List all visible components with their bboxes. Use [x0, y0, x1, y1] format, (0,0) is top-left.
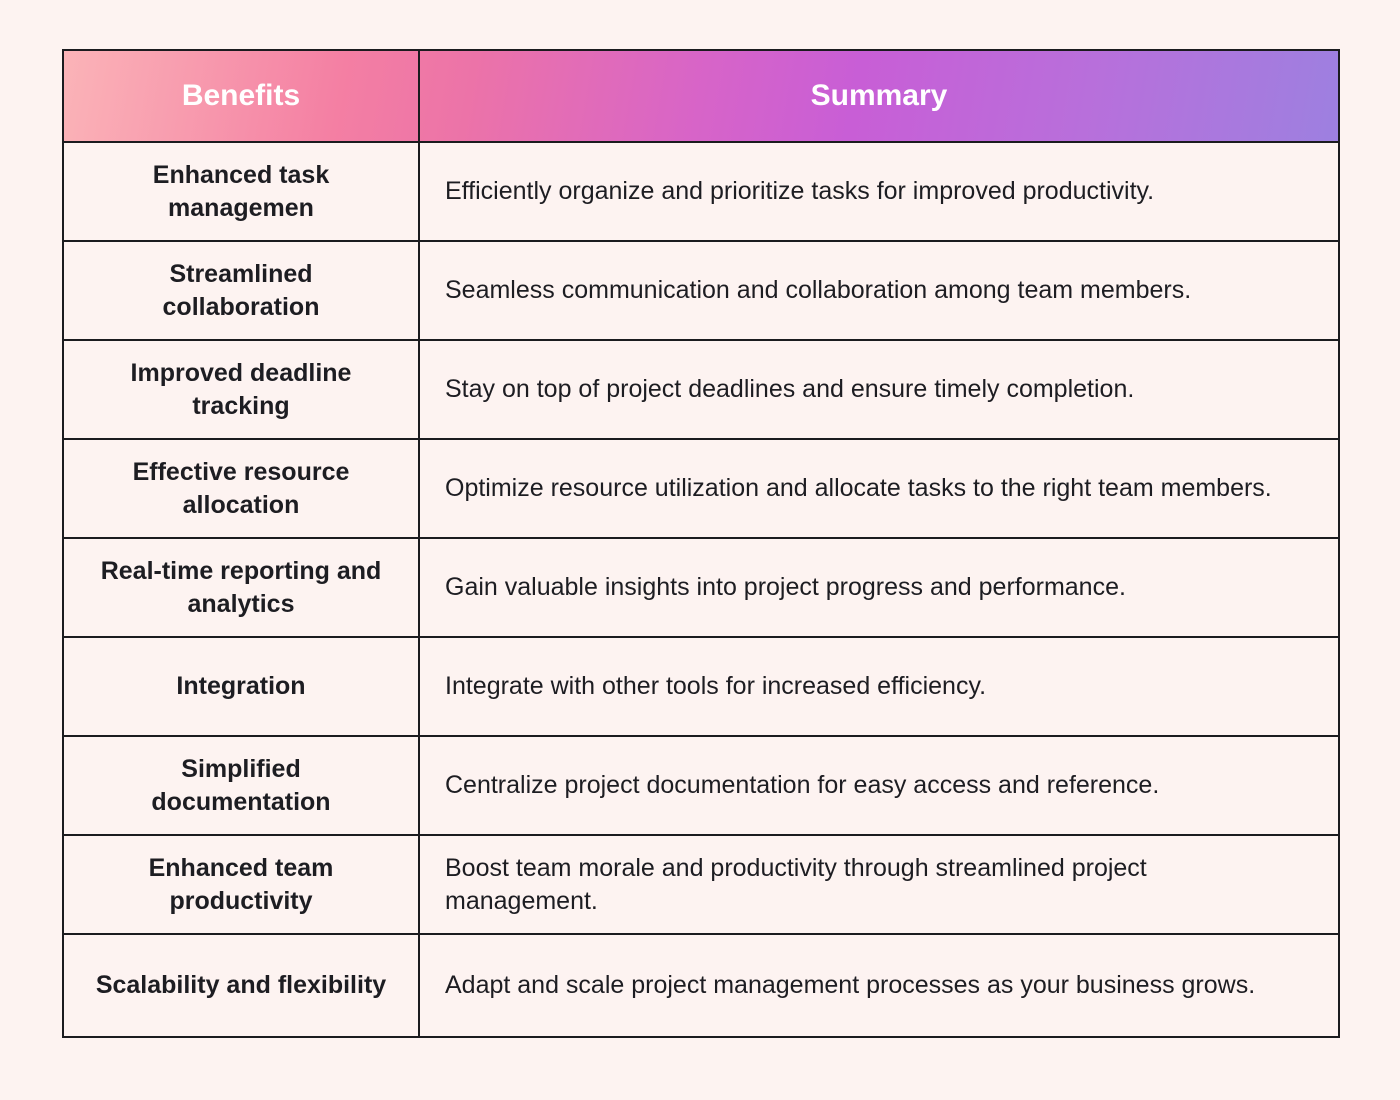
benefit-cell: Real-time reporting and analytics [62, 537, 420, 638]
summary-cell: Seamless communication and collaboration… [418, 240, 1340, 341]
table-row: Integration Integrate with other tools f… [62, 636, 1340, 737]
table-body: Enhanced task managemen Efficiently orga… [62, 141, 1340, 1038]
table-header: Benefits Summary [62, 49, 1340, 143]
table-row: Enhanced task managemen Efficiently orga… [62, 141, 1340, 242]
summary-cell: Boost team morale and productivity throu… [418, 834, 1340, 935]
table-row: Simplified documentation Centralize proj… [62, 735, 1340, 836]
table-row: Improved deadline tracking Stay on top o… [62, 339, 1340, 440]
table-row: Scalability and flexibility Adapt and sc… [62, 933, 1340, 1038]
summary-cell: Adapt and scale project management proce… [418, 933, 1340, 1038]
table-row: Enhanced team productivity Boost team mo… [62, 834, 1340, 935]
table-row: Streamlined collaboration Seamless commu… [62, 240, 1340, 341]
summary-cell: Integrate with other tools for increased… [418, 636, 1340, 737]
benefit-cell: Enhanced task managemen [62, 141, 420, 242]
summary-cell: Stay on top of project deadlines and ens… [418, 339, 1340, 440]
benefit-cell: Integration [62, 636, 420, 737]
benefit-cell: Enhanced team productivity [62, 834, 420, 935]
summary-cell: Centralize project documentation for eas… [418, 735, 1340, 836]
benefits-table: Benefits Summary Enhanced task managemen… [62, 49, 1340, 1038]
table-row: Effective resource allocation Optimize r… [62, 438, 1340, 539]
header-row: Benefits Summary [62, 49, 1340, 143]
benefits-table-container: Benefits Summary Enhanced task managemen… [62, 49, 1340, 1038]
benefit-cell: Effective resource allocation [62, 438, 420, 539]
header-summary: Summary [418, 49, 1340, 143]
benefit-cell: Improved deadline tracking [62, 339, 420, 440]
benefit-cell: Scalability and flexibility [62, 933, 420, 1038]
benefit-cell: Streamlined collaboration [62, 240, 420, 341]
summary-cell: Efficiently organize and prioritize task… [418, 141, 1340, 242]
benefit-cell: Simplified documentation [62, 735, 420, 836]
header-benefits: Benefits [62, 49, 420, 143]
summary-cell: Optimize resource utilization and alloca… [418, 438, 1340, 539]
summary-cell: Gain valuable insights into project prog… [418, 537, 1340, 638]
table-row: Real-time reporting and analytics Gain v… [62, 537, 1340, 638]
